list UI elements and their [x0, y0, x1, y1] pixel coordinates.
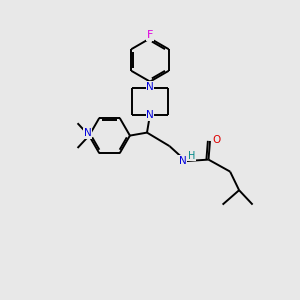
- Text: N: N: [84, 128, 92, 138]
- Text: F: F: [147, 30, 153, 40]
- Text: N: N: [178, 155, 186, 166]
- Text: H: H: [188, 151, 195, 161]
- Text: N: N: [146, 110, 154, 120]
- Text: N: N: [146, 82, 154, 92]
- Text: O: O: [212, 135, 221, 146]
